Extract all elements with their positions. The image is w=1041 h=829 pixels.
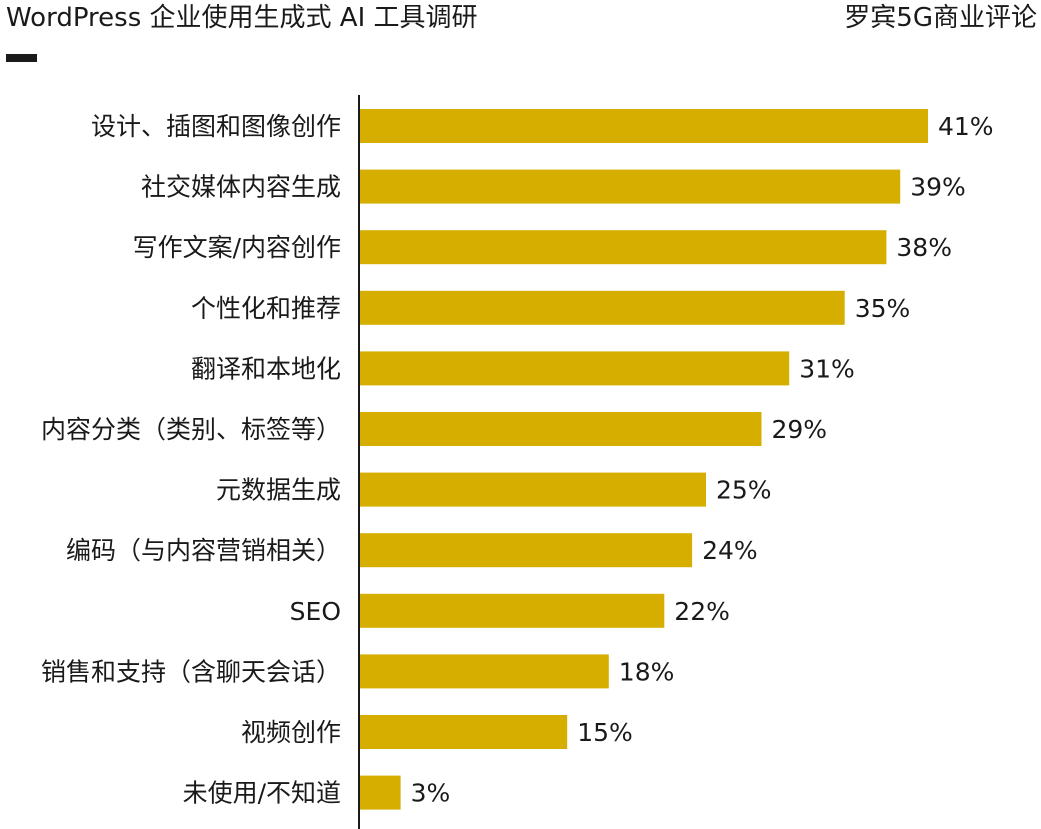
bar (359, 109, 928, 143)
bar (359, 775, 401, 810)
category-label: SEO (290, 597, 341, 626)
bar (359, 533, 693, 568)
bar (359, 290, 845, 325)
value-label: 41% (938, 112, 994, 141)
value-label: 29% (772, 415, 828, 444)
value-label: 24% (702, 536, 758, 565)
category-label: 个性化和推荐 (191, 294, 341, 323)
value-labels-layer: 41% 39% 38% 35% 31% 29% 25% 24% 22% 18% 15% 3% (411, 112, 994, 808)
value-label: 25% (716, 476, 772, 505)
bar (359, 715, 568, 749)
bar (359, 351, 790, 386)
bar (359, 169, 901, 204)
bar (359, 230, 887, 265)
category-labels-layer: 设计、插图和图像创作社交媒体内容生成写作文案/内容创作个性化和推荐翻译和本地化内… (41, 112, 341, 808)
title-rule (6, 54, 37, 62)
value-label: 18% (619, 657, 675, 686)
bar (359, 412, 762, 446)
value-label: 22% (674, 597, 730, 626)
category-label: 未使用/不知道 (183, 779, 341, 808)
value-label: 35% (855, 294, 911, 323)
category-label: 视频创作 (241, 718, 341, 747)
category-label: 社交媒体内容生成 (141, 173, 341, 202)
category-label: 编码（与内容营销相关） (66, 536, 341, 565)
bars-layer (359, 109, 928, 810)
value-label: 39% (910, 173, 966, 202)
category-label: 元数据生成 (216, 476, 341, 505)
category-label: 内容分类（类别、标签等） (41, 415, 341, 444)
value-label: 3% (411, 779, 451, 808)
chart-title: WordPress 企业使用生成式 AI 工具调研 (6, 3, 478, 33)
bar (359, 593, 665, 628)
category-label: 设计、插图和图像创作 (91, 112, 341, 141)
category-label: 翻译和本地化 (191, 354, 341, 383)
category-label: 写作文案/内容创作 (133, 233, 341, 262)
value-label: 31% (799, 354, 855, 383)
value-label: 38% (896, 233, 952, 262)
bar (359, 472, 706, 507)
source-label: 罗宾5G商业评论 (844, 3, 1037, 33)
value-label: 15% (577, 718, 633, 747)
bar (359, 654, 609, 689)
category-label: 销售和支持（含聊天会话） (41, 657, 341, 686)
